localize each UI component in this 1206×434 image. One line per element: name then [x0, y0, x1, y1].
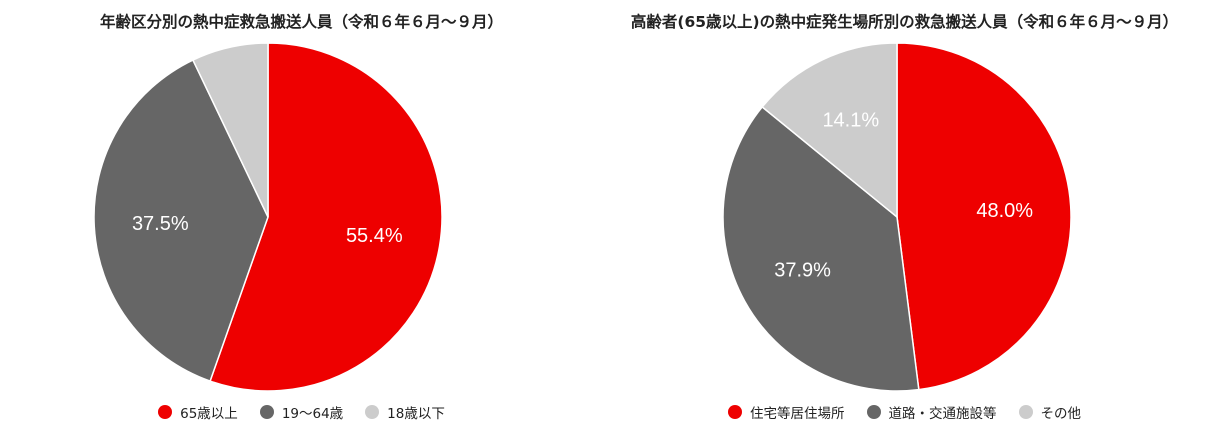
legend-swatch: [866, 405, 881, 419]
pie-slice: [896, 42, 1072, 391]
legend-label: 住宅等居住場所: [750, 406, 845, 422]
slice-percent-label: 37.9%: [774, 259, 831, 281]
legend-label: 19～64歳: [281, 406, 344, 422]
legend-swatch: [259, 405, 274, 419]
pie-slice: [93, 59, 269, 383]
pie-slice: [722, 105, 920, 392]
pie-plot-area: 55.4% 37.5%: [93, 42, 443, 392]
legend-item: 18歳以下: [365, 402, 445, 422]
legend-item: 19～64歳: [259, 402, 344, 422]
chart-legend: 65歳以上 19～64歳 18歳以下: [0, 402, 603, 422]
pie-slice: [761, 42, 898, 219]
legend-swatch: [365, 405, 380, 419]
legend-item: その他: [1018, 402, 1082, 422]
legend-swatch: [728, 405, 742, 419]
legend-item: 道路・交通施設等: [866, 402, 997, 422]
legend-item: 住宅等居住場所: [728, 402, 845, 422]
slice-percent-label: 37.5%: [132, 213, 189, 235]
legend-label: その他: [1040, 406, 1082, 422]
legend-item: 65歳以上: [158, 402, 238, 422]
legend-label: 18歳以下: [387, 406, 445, 422]
elderly-location-pie-chart: 高齢者(65歳以上)の熱中症発生場所別の救急搬送人員（令和６年６月～９月） 48…: [603, 0, 1206, 434]
pie-slice: [191, 42, 269, 218]
legend-swatch: [1018, 405, 1033, 419]
slice-percent-label: 55.4%: [346, 225, 403, 247]
pie-plot-area: 48.0% 37.9% 14.1%: [722, 42, 1072, 392]
slice-percent-label: 48.0%: [976, 200, 1033, 222]
chart-title: 高齢者(65歳以上)の熱中症発生場所別の救急搬送人員（令和６年６月～９月）: [630, 13, 1179, 31]
slice-percent-label: 14.1%: [822, 110, 879, 132]
legend-label: 65歳以上: [180, 406, 238, 422]
legend-swatch: [158, 405, 173, 419]
age-group-pie-chart: 年齢区分別の熱中症救急搬送人員（令和６年６月～９月） 55.4% 37.5% 65…: [0, 13, 603, 422]
chart-legend: 住宅等居住場所 道路・交通施設等 その他: [603, 402, 1206, 422]
legend-label: 道路・交通施設等: [888, 406, 997, 422]
chart-title: 年齢区分別の熱中症救急搬送人員（令和６年６月～９月）: [99, 13, 503, 31]
